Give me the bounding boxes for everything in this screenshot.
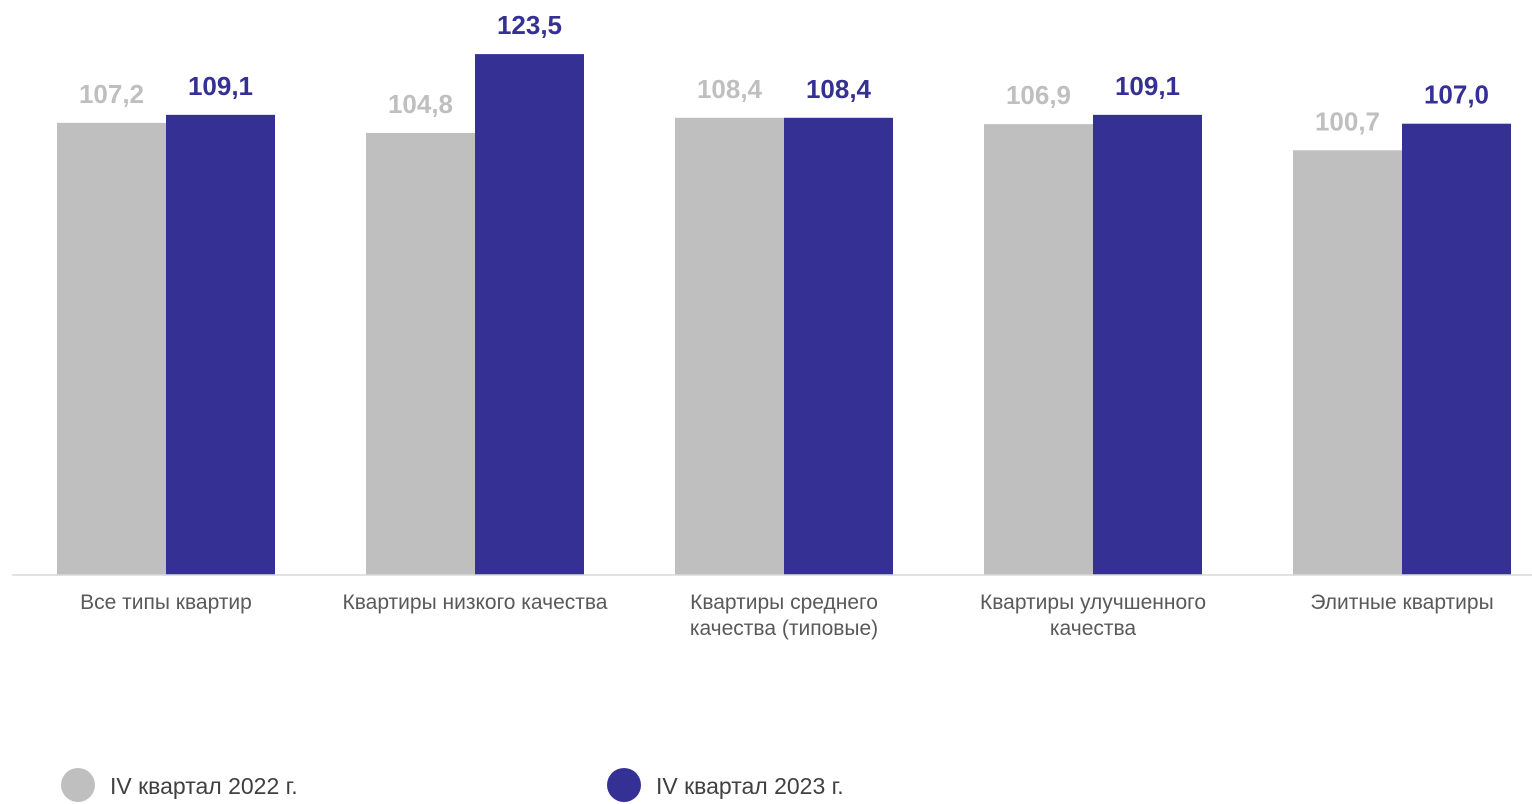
category-labels-group: Все типы квартир Квартиры низкого качеств… (80, 591, 1494, 640)
value-label-2022-cat-0: 107,2 (79, 79, 144, 109)
category-label-line: Квартиры среднего (690, 591, 878, 614)
bar-2023-cat-2 (784, 117, 893, 575)
legend-label-2023: IV квартал 2023 г. (656, 773, 844, 799)
value-label-2022-cat-2: 108,4 (697, 74, 763, 104)
category-label-line: Квартиры улучшенного (980, 591, 1206, 614)
category-label-line: качества (1050, 617, 1137, 640)
category-label-4: Элитные квартиры (1310, 591, 1493, 614)
bar-2023-cat-3 (1093, 114, 1202, 575)
value-label-2022-cat-3: 106,9 (1006, 80, 1071, 110)
category-label-1: Квартиры низкого качества (343, 591, 608, 614)
value-label-2023-cat-3: 109,1 (1115, 71, 1180, 101)
bar-2023-cat-0 (166, 114, 275, 575)
value-label-2022-cat-1: 104,8 (388, 89, 453, 119)
category-label-3: Квартиры улучшенного качества (980, 591, 1206, 640)
bar-2022-cat-0 (57, 122, 166, 575)
category-label-2: Квартиры среднего качества (типовые) (690, 591, 878, 640)
bar-2022-cat-3 (984, 124, 1093, 576)
value-labels-group: 107,2 109,1 104,8 123,5 108,4 108,4 106,9 109,1… (79, 10, 1489, 136)
bar-2022-cat-2 (675, 117, 784, 575)
category-label-line: Все типы квартир (80, 591, 252, 614)
value-label-2023-cat-2: 108,4 (806, 74, 872, 104)
category-label-line: качества (типовые) (690, 617, 878, 640)
legend-label-2022: IV квартал 2022 г. (110, 773, 298, 799)
legend: IV квартал 2022 г. IV квартал 2023 г. (61, 768, 844, 802)
category-label-0: Все типы квартир (80, 591, 252, 614)
value-label-2023-cat-4: 107,0 (1424, 80, 1489, 110)
bar-2023-cat-1 (475, 54, 584, 575)
bar-2022-cat-4 (1293, 150, 1402, 576)
value-label-2023-cat-1: 123,5 (497, 10, 562, 40)
category-label-line: Элитные квартиры (1310, 591, 1493, 614)
value-label-2023-cat-0: 109,1 (188, 71, 253, 101)
category-label-line: Квартиры низкого качества (343, 591, 608, 614)
bar-2022-cat-1 (366, 132, 475, 575)
legend-marker-2023 (607, 768, 641, 802)
bar-2023-cat-4 (1402, 123, 1511, 576)
bars-group (57, 54, 1511, 576)
legend-marker-2022 (61, 768, 95, 802)
value-label-2022-cat-4: 100,7 (1315, 106, 1380, 136)
